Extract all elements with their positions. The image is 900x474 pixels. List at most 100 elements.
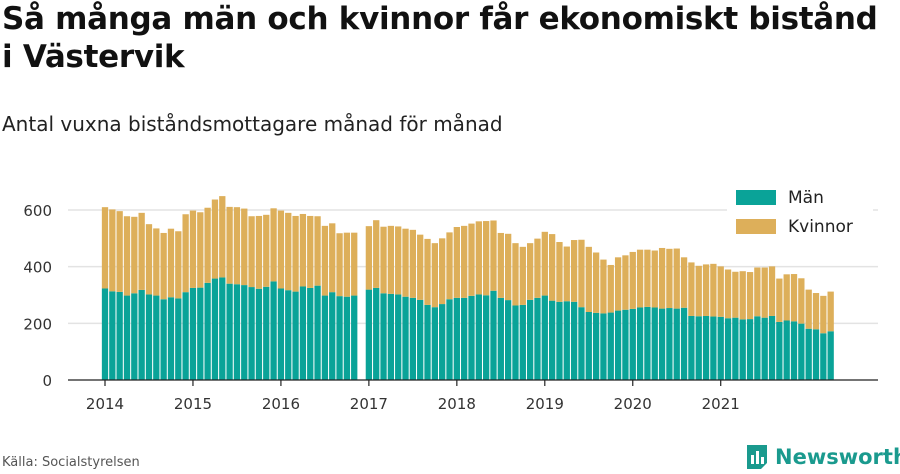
- bar-men: [204, 282, 211, 380]
- bar-men: [483, 295, 490, 380]
- bar-women: [292, 215, 299, 292]
- bar-women: [570, 240, 578, 302]
- bar-women: [629, 251, 636, 309]
- bar-men: [197, 287, 204, 380]
- bar-women: [175, 231, 182, 299]
- bar-men: [739, 319, 746, 380]
- bar-men: [505, 300, 512, 380]
- bar-men: [534, 297, 541, 380]
- bar-men: [431, 307, 438, 380]
- bar-women: [490, 220, 497, 291]
- bar-women: [365, 226, 373, 290]
- bar-men: [636, 307, 644, 380]
- bar-men: [556, 301, 563, 380]
- bar-men: [732, 317, 739, 380]
- bar-men: [820, 333, 827, 380]
- legend-label: Kvinnor: [788, 217, 853, 237]
- bar-women: [768, 266, 776, 316]
- legend-swatch: [736, 219, 776, 234]
- bar-women: [827, 291, 834, 332]
- bar-men: [578, 307, 585, 380]
- bar-women: [475, 221, 482, 295]
- bar-women: [160, 232, 167, 300]
- y-tick-label: 0: [42, 372, 52, 390]
- bar-men: [805, 328, 812, 380]
- bar-men: [314, 285, 321, 380]
- bar-women: [688, 262, 695, 316]
- bar-women: [673, 248, 680, 309]
- bar-men: [644, 306, 651, 380]
- bar-women: [505, 233, 512, 301]
- bar-women: [233, 207, 241, 285]
- bar-men: [754, 316, 761, 380]
- bar-men: [380, 293, 387, 380]
- bar-women: [556, 242, 563, 302]
- bar-men: [138, 289, 145, 380]
- bar-men: [710, 316, 717, 380]
- bar-men: [541, 295, 548, 380]
- newsworthy-logo-icon: [747, 445, 767, 469]
- bar-men: [307, 287, 314, 380]
- bar-men: [702, 315, 710, 380]
- bar-men: [417, 299, 424, 380]
- bar-men: [446, 299, 453, 380]
- x-tick-label: 2017: [350, 395, 388, 413]
- bar-women: [373, 220, 380, 288]
- bar-women: [453, 227, 460, 298]
- bar-men: [790, 321, 798, 380]
- bar-women: [197, 212, 204, 288]
- bar-men: [233, 284, 241, 380]
- bar-men: [395, 294, 402, 380]
- bar-women: [710, 263, 717, 317]
- bar-women: [512, 243, 519, 306]
- bar-women: [695, 265, 702, 317]
- bar-women: [732, 271, 739, 318]
- bar-women: [402, 228, 409, 297]
- bar-women: [211, 199, 219, 279]
- bar-men: [453, 297, 460, 380]
- bar-women: [783, 274, 790, 321]
- bar-women: [614, 257, 622, 311]
- bar-women: [578, 239, 585, 308]
- bar-women: [600, 259, 607, 314]
- bar-men: [321, 295, 329, 380]
- bar-men: [153, 295, 160, 380]
- bar-women: [446, 232, 453, 300]
- bar-men: [622, 309, 629, 380]
- y-tick-label: 400: [23, 259, 52, 277]
- axes: 0 200 400 600 2014 2015 2016 2017 2018 2019 2020 20…: [23, 202, 878, 413]
- bar-women: [798, 278, 805, 324]
- x-tick-label: 2015: [174, 395, 212, 413]
- newsworthy-logo[interactable]: Newsworthy: [745, 440, 900, 474]
- bar-men: [116, 291, 123, 380]
- bar-women: [563, 246, 570, 302]
- bar-men: [241, 285, 248, 380]
- bar-women: [131, 216, 138, 294]
- bar-men: [666, 308, 673, 380]
- bar-men: [439, 304, 446, 380]
- bar-men: [614, 310, 622, 380]
- bar-men: [336, 296, 343, 380]
- bar-women: [439, 238, 446, 305]
- bar-men: [160, 299, 167, 380]
- bar-men: [651, 307, 658, 380]
- x-tick-label: 2021: [702, 395, 740, 413]
- bar-women: [395, 226, 402, 295]
- bar-women: [343, 232, 351, 297]
- legend-swatch: [736, 190, 776, 205]
- bar-men: [827, 331, 834, 380]
- bar-men: [211, 278, 219, 380]
- bar-women: [189, 210, 197, 288]
- bar-men: [145, 294, 153, 380]
- bar-men: [343, 296, 351, 380]
- bar-women: [248, 216, 255, 288]
- bar-men: [746, 319, 754, 380]
- bar-men: [219, 277, 226, 380]
- bar-women: [431, 243, 438, 308]
- bar-women: [241, 208, 248, 286]
- bar-women: [138, 212, 145, 290]
- bar-men: [189, 287, 197, 380]
- bar-men: [563, 301, 570, 380]
- bar-women: [321, 225, 329, 296]
- bar-women: [314, 216, 321, 286]
